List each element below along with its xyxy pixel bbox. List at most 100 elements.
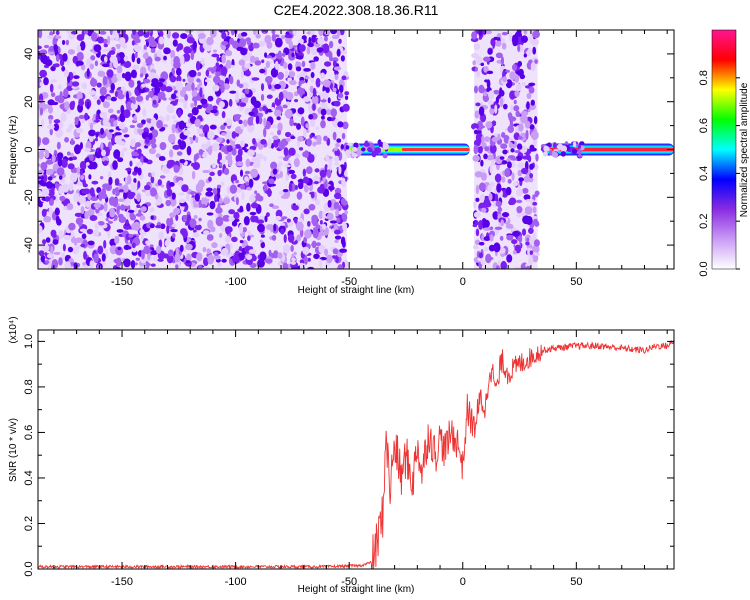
noise-blob [264,52,268,58]
noise-blob [182,78,186,82]
line-edge-blob [345,145,350,150]
noise-blob [182,53,191,62]
noise-blob [125,101,134,111]
noise-blob [180,33,188,40]
noise-blob [133,115,137,122]
noise-blob [207,95,214,102]
noise-blob [225,50,233,57]
noise-blob [150,250,158,256]
noise-blob [157,179,162,186]
noise-blob [520,35,528,43]
noise-blob [172,32,180,39]
noise-blob [297,135,304,142]
noise-blob [185,193,190,202]
noise-blob [186,145,192,156]
noise-blob [94,60,99,67]
noise-blob [485,253,492,264]
spectrogram-panel: -150 -100 -50 0 50 -40 -20 0 20 40 Height of str… [8,29,675,296]
noise-blob [260,234,265,238]
noise-blob [166,103,175,114]
noise-blob [208,176,212,182]
noise-blob [216,137,223,143]
noise-blob [134,52,138,58]
noise-blob [305,166,313,175]
noise-blob [220,66,228,77]
noise-blob [43,173,48,183]
noise-blob [172,144,181,150]
noise-blob [490,38,496,47]
noise-blob [231,236,238,243]
noise-blob [103,160,109,165]
noise-blob [58,84,62,90]
noise-blob [138,209,142,215]
noise-blob [163,47,171,55]
snr-x-tick-label: -50 [341,576,357,588]
noise-blob [245,158,251,168]
noise-blob [120,204,126,211]
noise-blob [127,209,135,213]
colorbar-label: Normalized spectral amplitude [739,82,750,217]
noise-blob [195,60,201,71]
noise-blob [83,30,89,35]
noise-blob [38,136,41,147]
noise-blob [319,169,327,178]
noise-blob [228,215,236,222]
noise-blob [247,116,254,126]
noise-blob [527,155,532,163]
noise-blob [76,44,81,53]
noise-blob [286,137,291,142]
noise-blob [63,69,69,78]
noise-blob [220,181,225,186]
noise-blob [55,215,60,224]
noise-blob [233,218,240,223]
noise-blob [117,198,126,202]
noise-blob [48,207,53,216]
noise-blob [273,138,279,148]
noise-blob [142,53,149,59]
noise-blob [183,129,191,136]
noise-blob [201,197,205,206]
noise-blob [114,135,122,145]
noise-blob [150,117,157,127]
noise-blob [336,48,341,57]
noise-blob [254,57,260,61]
noise-blob [532,46,537,55]
noise-blob [336,138,342,143]
noise-blob [326,169,332,179]
noise-blob [506,254,513,263]
noise-blob [202,257,209,267]
noise-blob [219,159,227,164]
noise-blob [221,247,229,256]
noise-blob [278,161,283,167]
noise-blob [112,188,116,195]
noise-blob [511,64,518,71]
noise-blob [243,216,250,226]
noise-blob [134,207,138,214]
noise-blob [258,116,263,125]
noise-blob [314,168,320,173]
noise-blob [128,79,135,88]
line-edge-blob [572,141,577,148]
noise-blob [173,90,177,94]
noise-blob [238,119,243,125]
noise-blob [482,56,491,62]
noise-blob [197,71,202,77]
noise-blob [305,76,310,80]
noise-blob [299,80,306,84]
noise-blob [48,114,54,121]
noise-blob [526,101,530,110]
noise-blob [136,57,141,65]
line-edge-blob [577,145,582,149]
noise-blob [521,167,529,175]
line-edge-blob [560,151,566,157]
noise-blob [481,135,485,145]
noise-blob [155,201,161,206]
noise-blob [518,177,524,182]
noise-blob [281,52,286,57]
noise-blob [487,99,494,106]
snr-series-line [38,339,674,569]
noise-blob [175,264,179,269]
noise-blob [55,35,62,40]
noise-blob [201,203,207,209]
noise-blob [129,160,133,167]
